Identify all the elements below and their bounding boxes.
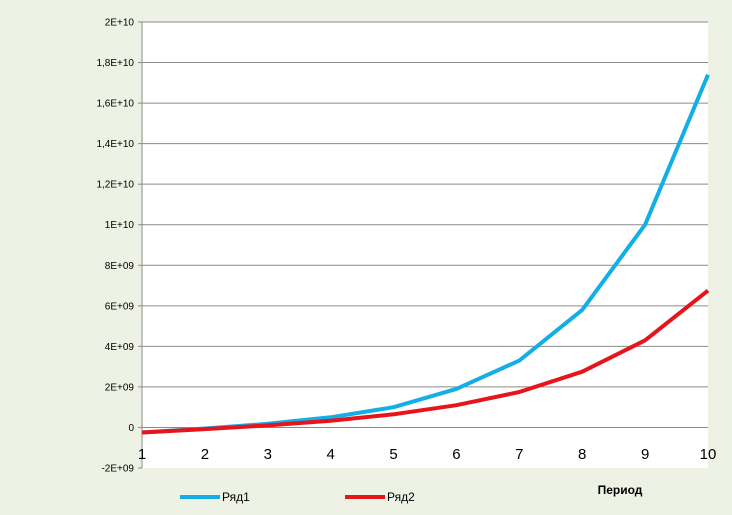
x-tick-label: 7 [515,446,523,463]
y-tick-label: 1,6E+10 [96,99,134,110]
x-tick-label: 10 [700,446,717,463]
y-tick-label: 0 [128,423,134,434]
x-tick-label: 6 [452,446,460,463]
series-lines [141,73,710,435]
legend: Ряд1 Ряд2 [180,490,415,504]
x-axis-tick-labels: 1 2 3 4 5 6 7 8 9 10 [138,446,717,463]
y-tick-label: 4E+09 [105,342,135,353]
y-tick-label: 1,8E+10 [96,58,134,69]
x-tick-label: 2 [201,446,209,463]
gridlines [142,21,708,428]
y-tick-label: 2E+09 [105,382,135,393]
x-axis-title: Период [598,483,643,497]
series-line-2 [141,289,710,435]
x-tick-label: 5 [389,446,397,463]
y-tick-label: 2E+10 [105,18,135,29]
y-tick-label: 1,2E+10 [96,180,134,191]
x-tick-label: 3 [264,446,272,463]
plot-area [142,22,708,468]
y-tick-label: 1E+10 [105,220,135,231]
legend-label: Ряд2 [387,490,415,504]
y-tick-label: 8E+09 [105,261,135,272]
x-tick-label: 8 [578,446,586,463]
y-tick-label: -2E+09 [101,464,134,475]
x-tick-label: 1 [138,446,146,463]
legend-label: Ряд1 [222,490,250,504]
y-tick-label: 6E+09 [105,301,135,312]
y-tick-label: 1,4E+10 [96,139,134,150]
x-tick-label: 9 [641,446,649,463]
x-tick-label: 4 [326,446,334,463]
y-axis-tick-labels: -2E+09 0 2E+09 4E+09 6E+09 8E+09 1E+10 1,2E+10 1… [96,18,134,475]
